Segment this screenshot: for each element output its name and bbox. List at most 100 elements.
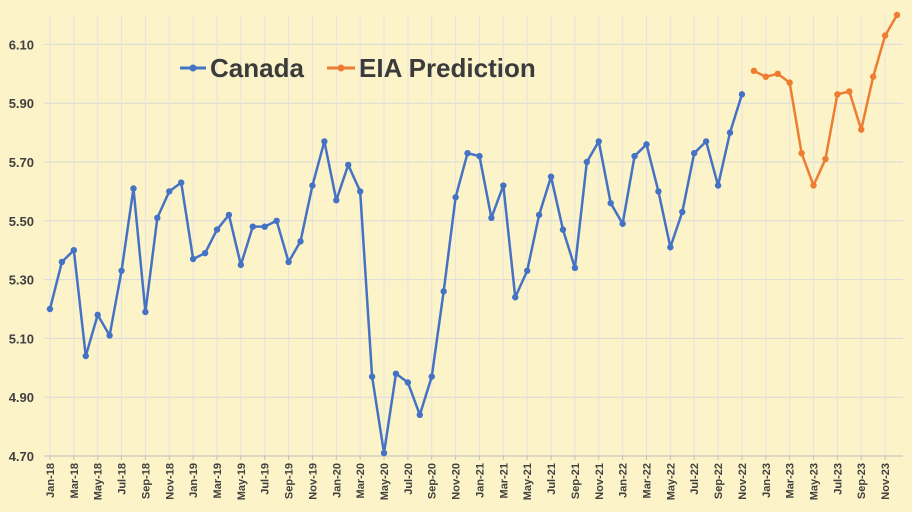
data-point [512,294,519,301]
data-point [213,226,221,233]
x-tick-label: May-20 [379,463,391,500]
data-point [309,182,316,189]
data-point [321,138,328,145]
x-tick-label: Jan-23 [761,463,773,498]
data-point [702,138,710,145]
data-point [130,185,137,192]
x-tick-label: Jan-18 [45,463,57,498]
y-tick-label: 6.10 [9,37,34,52]
y-tick-label: 5.50 [9,214,34,229]
data-point [834,91,841,98]
x-tick-label: Jul-22 [689,463,701,495]
data-point [655,188,662,195]
y-tick-label: 5.90 [9,96,34,111]
x-tick-label: Jul-23 [832,463,844,495]
x-tick-label: Nov-22 [737,463,749,500]
x-tick-label: Mar-19 [212,463,224,498]
y-tick-label: 5.10 [9,331,34,346]
data-point [619,220,626,227]
gridlines [44,15,903,457]
data-point [261,223,268,230]
x-tick-label: May-22 [665,463,677,500]
data-point [893,11,901,19]
x-tick-label: Jan-20 [331,463,343,498]
data-point [416,411,424,419]
data-point [428,373,435,380]
data-point [70,247,78,254]
x-tick-label: Nov-19 [307,463,319,500]
x-tick-label: Mar-22 [641,463,653,498]
data-point [464,149,471,157]
data-point [297,238,304,245]
data-point [786,79,793,86]
data-point [869,73,877,80]
data-point [607,199,614,207]
x-tick-label: Nov-18 [164,463,176,500]
x-tick-label: May-19 [236,463,248,500]
data-point [46,305,54,313]
data-point [858,126,865,133]
data-point [380,449,388,457]
y-tick-label: 5.70 [9,155,34,170]
data-point [762,73,769,80]
data-point [154,214,161,222]
data-point [237,261,245,269]
data-point [488,214,495,222]
data-point [774,70,781,78]
data-point [368,373,376,380]
data-point [118,267,125,274]
x-tick-label: Jul-19 [260,463,272,495]
x-tick-label: Jul-18 [117,463,129,495]
data-point [249,223,256,230]
x-tick-label: Jul-20 [403,463,415,495]
data-point [58,258,66,266]
legend-marker [337,64,345,72]
data-point [189,255,197,263]
data-point [106,332,113,339]
legend-label: EIA Prediction [359,53,536,83]
data-point [667,244,674,251]
x-tick-label: Sep-21 [570,463,582,499]
data-point [82,352,89,360]
data-point [94,311,101,319]
data-point [535,211,543,219]
x-tick-label: Sep-22 [713,463,725,499]
data-point [571,264,579,272]
x-tick-label: Mar-18 [69,463,81,498]
y-tick-label: 4.70 [9,449,34,464]
y-tick-label: 4.90 [9,390,34,405]
data-point [643,141,650,148]
data-point [356,188,364,195]
x-tick-label: Jan-19 [188,463,200,498]
data-point [691,149,698,157]
data-point [404,379,412,386]
data-point [273,217,280,224]
data-point [822,155,829,163]
data-point [333,197,340,204]
axes: 4.70 4.90 5.10 5.30 5.50 5.70 5.90 6.10 Jan-18 Ma… [9,37,903,500]
data-point [846,88,853,95]
data-point [285,258,292,266]
data-point [392,370,400,377]
data-point [345,161,352,169]
x-tick-label: Mar-21 [498,463,510,498]
x-tick-label: Mar-20 [355,463,367,498]
legend-marker [189,64,197,72]
data-point [714,182,722,189]
data-point [631,152,638,160]
x-tick-label: Jan-21 [474,463,486,498]
x-tick-label: Sep-23 [856,463,868,499]
x-tick-label: May-23 [809,463,821,500]
data-point [178,179,185,186]
x-tick-label: Nov-23 [880,463,892,500]
series-line-0 [48,94,744,455]
x-tick-label: Sep-20 [427,463,439,499]
data-point [595,138,602,145]
data-point [225,211,233,219]
x-tick-label: May-18 [93,463,105,500]
x-tick-label: May-21 [522,463,534,500]
data-point [142,308,149,316]
data-point [798,149,805,157]
